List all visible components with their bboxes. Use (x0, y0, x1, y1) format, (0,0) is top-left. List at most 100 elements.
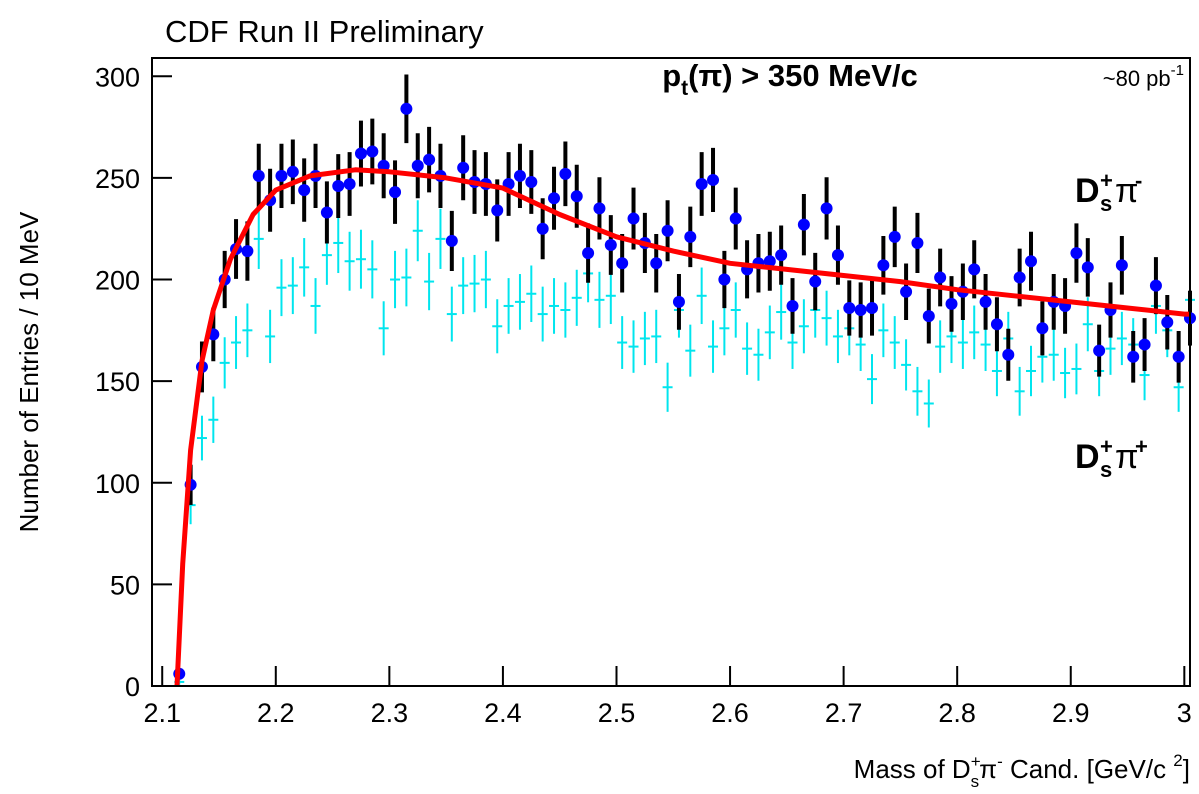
data-point (661, 224, 674, 237)
data-point (979, 295, 992, 308)
data-point (786, 299, 799, 312)
data-point (866, 301, 879, 314)
legend-label-sup: + (1135, 434, 1148, 459)
x-tick-label: 2.8 (938, 698, 976, 728)
y-tick-label: 50 (110, 570, 140, 600)
data-point (491, 204, 504, 217)
data-point (513, 169, 526, 182)
data-point (604, 238, 617, 251)
data-point (1070, 247, 1083, 260)
data-point (354, 147, 367, 160)
data-point (570, 190, 583, 203)
data-point (945, 297, 958, 310)
data-point (1036, 322, 1049, 335)
data-point (934, 271, 947, 284)
x-label-sup: + (971, 752, 981, 771)
legend-label-sup: - (1135, 168, 1142, 193)
data-point (1081, 261, 1094, 274)
data-point (820, 202, 833, 215)
data-point (968, 263, 981, 276)
data-point (616, 257, 629, 270)
data-point (1149, 279, 1162, 292)
data-point (252, 169, 265, 182)
legend-label: π (1115, 172, 1138, 210)
plot-area (152, 74, 1196, 687)
data-point (1025, 255, 1038, 268)
data-point (1013, 271, 1026, 284)
y-tick-label: 250 (95, 164, 140, 194)
data-point (275, 169, 288, 182)
legend-label: D (1075, 438, 1100, 476)
x-axis-label: Mass of D+ sπ- Cand. [GeV/c 2] (854, 751, 1190, 791)
x-tick-label: 2.7 (825, 698, 863, 728)
data-point (877, 259, 890, 272)
data-point (990, 318, 1003, 331)
data-point (729, 212, 742, 225)
data-point (559, 167, 572, 180)
data-point (548, 192, 561, 205)
y-tick-label: 0 (125, 672, 140, 702)
data-point (684, 230, 697, 243)
legend-label-sup: + (1100, 168, 1113, 193)
data-point (888, 230, 901, 243)
data-point (763, 255, 776, 268)
data-point (298, 184, 311, 197)
data-point (1161, 316, 1174, 329)
data-point (911, 236, 924, 249)
data-point (377, 159, 390, 172)
annotation-part: (π) > 350 MeV/c (688, 58, 918, 93)
x-tick-label: 2.6 (711, 698, 749, 728)
legend-label: π (1115, 438, 1138, 476)
legend-label-sub: s (1100, 191, 1112, 216)
data-point (1138, 338, 1151, 351)
data-point (831, 249, 844, 262)
data-point (672, 295, 685, 308)
data-point (650, 257, 663, 270)
data-point (411, 159, 424, 172)
x-label-sup: 2 (1173, 751, 1182, 770)
data-point (582, 247, 595, 260)
chart-title: CDF Run II Preliminary (165, 14, 484, 49)
x-tick-label: 3 (1177, 698, 1192, 728)
x-tick-label: 2.3 (371, 698, 409, 728)
data-point (423, 153, 436, 166)
data-point (536, 222, 549, 235)
x-label-part: Mass of D (854, 754, 971, 784)
data-point (627, 212, 640, 225)
annotation: pt(π) > 350 MeV/c (662, 58, 918, 100)
data-point (843, 301, 856, 314)
data-point (1093, 344, 1106, 357)
y-tick-label: 100 (95, 469, 140, 499)
data-point (320, 206, 333, 219)
x-label-part: ] (1183, 754, 1190, 784)
x-tick-label: 2.4 (484, 698, 522, 728)
data-point (718, 273, 731, 286)
data-point (457, 161, 470, 174)
y-tick-label: 300 (95, 62, 140, 92)
data-point (241, 245, 254, 258)
data-point (343, 178, 356, 191)
annotation-part: p (662, 58, 681, 93)
x-label-part: Cand. [GeV/c (1003, 754, 1174, 784)
y-tick-label: 150 (95, 367, 140, 397)
luminosity-sup: -1 (1171, 62, 1184, 79)
data-point (707, 173, 720, 186)
data-point (775, 249, 788, 262)
frame (151, 57, 1191, 687)
x-label-sup: - (997, 752, 1003, 771)
x-label-part: π (979, 754, 997, 784)
data-point (445, 234, 458, 247)
data-point (1127, 350, 1140, 363)
fit-curve (174, 167, 1190, 687)
y-axis-label: Number of Entries / 10 MeV (14, 211, 44, 532)
data-point (389, 186, 402, 199)
data-point (1172, 350, 1185, 363)
data-point (332, 180, 345, 193)
data-point (593, 202, 606, 215)
legend-entry: D +s π- (1075, 168, 1142, 216)
data-point (695, 178, 708, 191)
x-label-sub: s (971, 772, 980, 791)
data-point (1002, 348, 1015, 361)
x-tick-label: 2.5 (598, 698, 636, 728)
